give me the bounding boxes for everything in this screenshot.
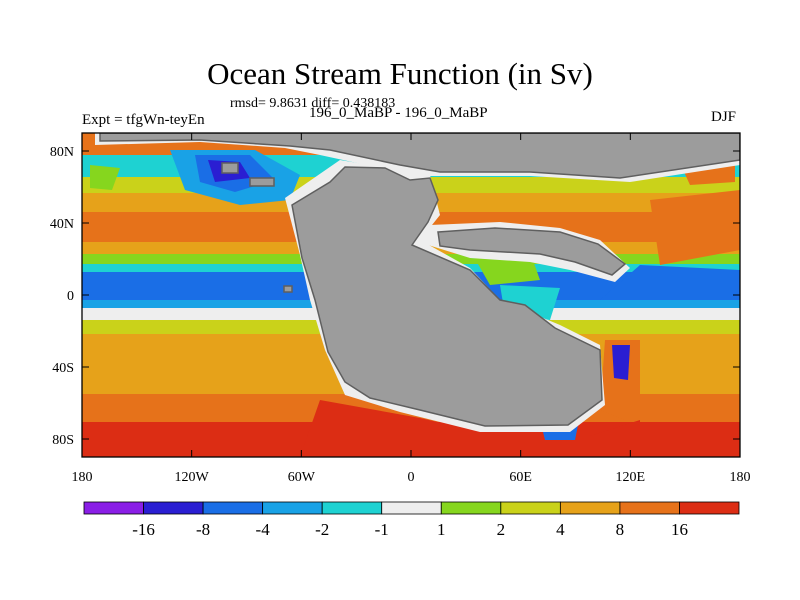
y-tick-label: 0 [67, 289, 74, 304]
colorbar-swatch [83, 501, 144, 515]
land-central [291, 166, 603, 427]
colorbar-swatch [559, 501, 621, 515]
x-tick-label: 0 [408, 470, 415, 485]
colorbar-label: -8 [196, 520, 210, 539]
stats-label: rmsd= 9.8631 diff= 0.438183 [230, 96, 396, 111]
map-field [82, 133, 740, 457]
map-axes: 180 120W 60W 0 60E 120E 180 80N 40N 0 40S 80S [50, 133, 751, 485]
colorbar-swatch [619, 501, 680, 515]
y-tick-label: 80S [52, 433, 74, 448]
plot-title: Ocean Stream Function (in Sv) [207, 56, 593, 91]
x-tick-label: 60W [288, 470, 316, 485]
colorbar-swatch [321, 501, 383, 515]
land-island [249, 177, 275, 187]
colorbar-label: -2 [315, 520, 329, 539]
colorbar-label: 16 [671, 520, 688, 539]
land-island [221, 162, 239, 174]
colorbar-swatch [500, 501, 561, 515]
x-tick-label: 180 [72, 470, 93, 485]
colorbar-swatch [202, 501, 264, 515]
colorbar-swatch [381, 501, 442, 515]
colorbar-swatch [262, 501, 323, 515]
colorbar-label: 8 [616, 520, 625, 539]
y-tick-label: 80N [50, 145, 74, 160]
x-tick-label: 180 [730, 470, 751, 485]
y-tick-label: 40N [50, 217, 74, 232]
land-island [283, 285, 293, 293]
colorbar-label: -1 [375, 520, 389, 539]
land-north [99, 133, 740, 179]
colorbar-label: 1 [437, 520, 446, 539]
colorbar-swatch [143, 501, 204, 515]
land-east [437, 227, 627, 276]
colorbar-label: -4 [256, 520, 271, 539]
colorbar-swatch [679, 501, 740, 515]
y-tick-label: 40S [52, 361, 74, 376]
colorbar-label: -16 [132, 520, 155, 539]
case-label: 196_0_MaBP - 196_0_MaBP [309, 105, 488, 121]
colorbar: -16 -8 -4 -2 -1 1 2 4 8 16 [83, 501, 740, 539]
x-tick-label: 120E [616, 470, 646, 485]
colorbar-swatch [440, 501, 502, 515]
x-tick-label: 120W [175, 470, 210, 485]
colorbar-label: 4 [556, 520, 565, 539]
season-label: DJF [711, 109, 737, 125]
experiment-label: Expt = tfgWn-teyEn [82, 112, 205, 128]
colorbar-label: 2 [497, 520, 506, 539]
x-tick-label: 60E [509, 470, 532, 485]
